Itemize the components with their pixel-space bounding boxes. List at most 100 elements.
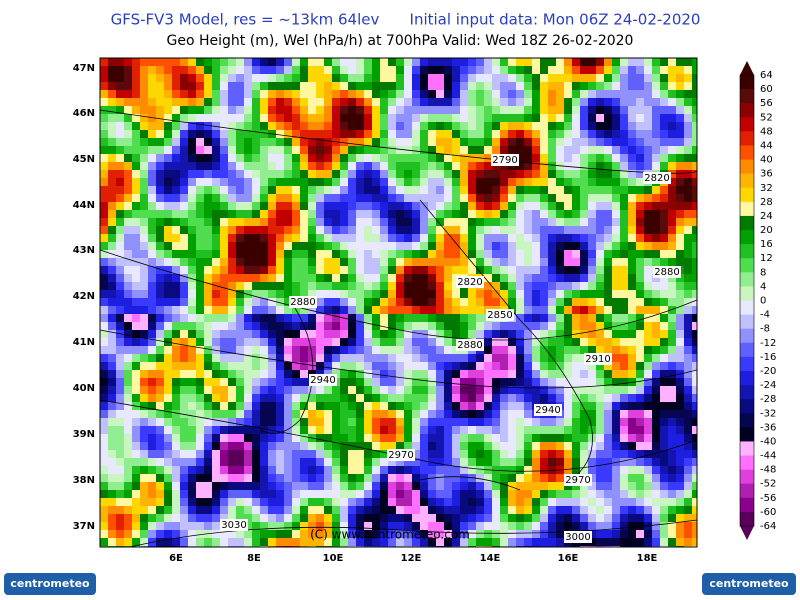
field-cell xyxy=(180,282,188,290)
field-cell xyxy=(172,394,180,402)
field-cell xyxy=(188,90,196,98)
field-cell xyxy=(212,210,220,218)
field-cell xyxy=(532,218,540,226)
field-cell xyxy=(372,522,380,530)
field-cell xyxy=(180,218,188,226)
field-cell xyxy=(332,250,340,258)
field-cell xyxy=(452,522,460,530)
field-cell xyxy=(148,402,156,410)
colorbar-swatch xyxy=(740,131,754,146)
field-cell xyxy=(460,114,468,122)
field-cell xyxy=(644,394,652,402)
field-cell xyxy=(636,522,644,530)
field-cell xyxy=(564,402,572,410)
field-cell xyxy=(548,466,556,474)
field-cell xyxy=(100,226,108,234)
field-cell xyxy=(436,434,444,442)
field-cell xyxy=(148,378,156,386)
field-cell xyxy=(660,162,668,170)
field-cell xyxy=(252,266,260,274)
field-cell xyxy=(300,74,308,82)
field-cell xyxy=(460,498,468,506)
field-cell xyxy=(372,90,380,98)
field-cell xyxy=(500,194,508,202)
field-cell xyxy=(348,394,356,402)
field-cell xyxy=(516,386,524,394)
field-cell xyxy=(356,202,364,210)
field-cell xyxy=(372,298,380,306)
field-cell xyxy=(236,210,244,218)
field-cell xyxy=(236,394,244,402)
field-cell xyxy=(428,266,436,274)
map-frame xyxy=(99,57,698,548)
field-cell xyxy=(388,306,396,314)
field-cell xyxy=(484,90,492,98)
field-cell xyxy=(652,234,660,242)
field-cell xyxy=(268,170,276,178)
field-cell xyxy=(260,370,268,378)
field-cell xyxy=(268,402,276,410)
field-cell xyxy=(604,226,612,234)
field-cell xyxy=(428,138,436,146)
field-cell xyxy=(340,226,348,234)
field-cell xyxy=(348,514,356,522)
field-cell xyxy=(124,378,132,386)
field-cell xyxy=(620,250,628,258)
field-cell xyxy=(140,394,148,402)
field-cell xyxy=(404,322,412,330)
field-cell xyxy=(204,282,212,290)
field-cell xyxy=(676,250,684,258)
field-cell xyxy=(676,130,684,138)
field-cell xyxy=(316,418,324,426)
field-cell xyxy=(436,98,444,106)
field-cell xyxy=(444,210,452,218)
field-cell xyxy=(492,194,500,202)
field-cell xyxy=(396,402,404,410)
field-cell xyxy=(236,130,244,138)
field-cell xyxy=(252,394,260,402)
field-cell xyxy=(124,186,132,194)
field-cell xyxy=(668,226,676,234)
field-cell xyxy=(156,458,164,466)
field-cell xyxy=(388,346,396,354)
field-cell xyxy=(500,130,508,138)
field-cell xyxy=(684,274,692,282)
field-cell xyxy=(164,458,172,466)
field-cell xyxy=(444,450,452,458)
field-cell xyxy=(100,394,108,402)
field-cell xyxy=(364,426,372,434)
field-cell xyxy=(580,442,588,450)
field-cell xyxy=(220,242,228,250)
logo-left-box xyxy=(4,573,96,595)
field-cell xyxy=(228,82,236,90)
field-cell xyxy=(124,274,132,282)
field-cell xyxy=(612,274,620,282)
field-cell xyxy=(228,538,236,546)
field-cell xyxy=(284,370,292,378)
field-cell xyxy=(132,98,140,106)
field-cell xyxy=(436,290,444,298)
field-cell xyxy=(396,290,404,298)
field-cell xyxy=(500,146,508,154)
field-cell xyxy=(348,338,356,346)
field-cell xyxy=(452,186,460,194)
field-cell xyxy=(356,402,364,410)
field-cell xyxy=(524,66,532,74)
field-cell xyxy=(284,90,292,98)
lon-label: 10E xyxy=(323,553,344,564)
field-cell xyxy=(124,202,132,210)
field-cell xyxy=(348,202,356,210)
field-cell xyxy=(588,114,596,122)
field-cell xyxy=(620,58,628,66)
field-cell xyxy=(516,58,524,66)
field-cell xyxy=(260,66,268,74)
field-cell xyxy=(364,58,372,66)
field-cell xyxy=(164,194,172,202)
field-cell xyxy=(300,530,308,538)
field-cell xyxy=(548,218,556,226)
field-cell xyxy=(692,282,697,290)
field-cell xyxy=(676,258,684,266)
field-cell xyxy=(172,442,180,450)
field-cell xyxy=(484,530,492,538)
field-cell xyxy=(188,298,196,306)
